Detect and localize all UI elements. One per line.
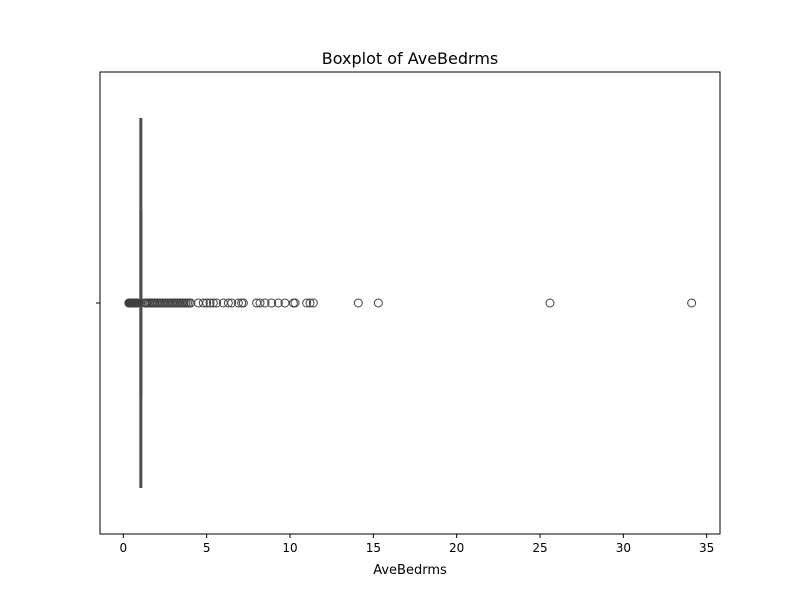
- outlier-points: [124, 298, 697, 308]
- x-axis-label: AveBedrms: [373, 563, 447, 578]
- outlier-point: [290, 298, 300, 308]
- outlier-point: [208, 298, 218, 308]
- outlier-point: [233, 298, 243, 308]
- outlier-point: [267, 298, 277, 308]
- outlier-point: [373, 298, 383, 308]
- outlier-point: [308, 298, 318, 308]
- outlier-point: [212, 298, 222, 308]
- outlier-point: [198, 298, 208, 308]
- outlier-point: [545, 298, 555, 308]
- outlier-point: [205, 298, 215, 308]
- x-tick-label: 15: [366, 541, 381, 555]
- x-axis-ticks: 0 5 10 15 20 25 30 35: [120, 534, 714, 555]
- outlier-point: [202, 298, 212, 308]
- x-tick-label: 5: [203, 541, 211, 555]
- x-tick-label: 25: [532, 541, 547, 555]
- outlier-point: [223, 298, 233, 308]
- outlier-point: [302, 298, 312, 308]
- x-tick-label: 35: [699, 541, 714, 555]
- x-tick-label: 10: [282, 541, 297, 555]
- outlier-point: [353, 298, 363, 308]
- chart-title: Boxplot of AveBedrms: [322, 49, 499, 68]
- outlier-point: [273, 298, 283, 308]
- x-tick-label: 20: [449, 541, 464, 555]
- outlier-point: [227, 298, 237, 308]
- x-tick-label: 30: [616, 541, 631, 555]
- outlier-point: [238, 298, 248, 308]
- x-tick-label: 0: [120, 541, 128, 555]
- outlier-point: [260, 298, 270, 308]
- outlier-point: [687, 298, 697, 308]
- outlier-point: [255, 298, 265, 308]
- outlier-point: [305, 298, 315, 308]
